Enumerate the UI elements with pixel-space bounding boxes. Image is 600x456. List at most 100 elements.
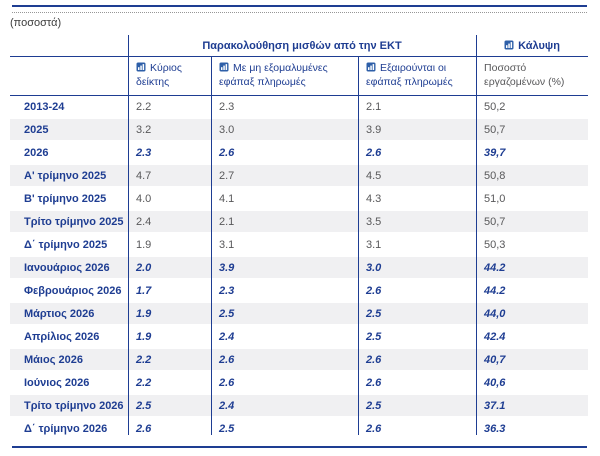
col-header-excluding-oneoff[interactable]: Εξαιρούνται οι εφάπαξ πληρωμές [358, 56, 477, 96]
bottom-rule [12, 446, 587, 448]
data-series-icon [219, 62, 233, 74]
table-row: Απρίλιος 2026 1.9 2.4 2.5 42.4 [10, 325, 589, 349]
row-label: Ιούνιος 2026 [10, 371, 128, 395]
value-cell: 2.6 [358, 371, 477, 395]
group-header-title: Παρακολούθηση μισθών από την ΕΚΤ [128, 35, 477, 57]
col-header-main-indicator[interactable]: Κύριος δείκτης [128, 56, 211, 96]
coverage-header-link[interactable]: Κάλυψη [476, 35, 589, 57]
value-cell: 3.1 [211, 233, 358, 257]
value-cell: 2.0 [128, 256, 211, 280]
col-header-label: Κύριος δείκτης [136, 62, 182, 88]
value-cell: 2.3 [128, 141, 211, 165]
table-row: Ιούνιος 2026 2.2 2.6 2.6 40,6 [10, 371, 589, 395]
value-cell: 2.6 [358, 279, 477, 303]
value-cell: 1.9 [128, 233, 211, 257]
row-label-header-spacer [10, 35, 128, 57]
table-row: Α' τρίμηνο 2025 4.7 2.7 4.5 50,8 [10, 164, 589, 188]
value-cell: 44.2 [476, 256, 589, 280]
col-header-label: Με μη εξομαλυμένες εφάπαξ πληρωμές [219, 62, 328, 88]
col-header-label: Εξαιρούνται οι εφάπαξ πληρωμές [366, 62, 453, 88]
value-cell: 4.5 [358, 164, 477, 188]
value-cell: 4.3 [358, 187, 477, 211]
table-row: 2025 3.2 3.0 3.9 50,7 [10, 118, 589, 142]
table-row: Τρίτο τρίμηνο 2026 2.5 2.4 2.5 37.1 [10, 394, 589, 418]
value-cell: 3.5 [358, 210, 477, 234]
value-cell: 3.0 [211, 118, 358, 142]
value-cell: 2.7 [211, 164, 358, 188]
value-cell: 3.9 [358, 118, 477, 142]
group-header-row: Παρακολούθηση μισθών από την ΕΚΤ Κάλυψη [10, 35, 589, 57]
value-cell: 2.6 [128, 417, 211, 441]
col-header-employee-share: Ποσοστό εργαζομένων (%) [476, 56, 589, 96]
column-separator [128, 35, 129, 435]
data-series-icon [366, 62, 380, 74]
table-row: 2013-24 2.2 2.3 2.1 50,2 [10, 95, 589, 119]
col-header-unsmoothed-oneoff[interactable]: Με μη εξομαλυμένες εφάπαξ πληρωμές [211, 56, 358, 96]
value-cell: 50,8 [476, 164, 589, 188]
row-label: Β' τρίμηνο 2025 [10, 187, 128, 211]
value-cell: 37.1 [476, 394, 589, 418]
value-cell: 2.4 [211, 394, 358, 418]
wage-tracker-table: Παρακολούθηση μισθών από την ΕΚΤ Κάλυψη … [10, 35, 589, 441]
table-row: Δ΄ τρίμηνο 2025 1.9 3.1 3.1 50,3 [10, 233, 589, 257]
value-cell: 3.0 [358, 256, 477, 280]
value-cell: 2.5 [211, 417, 358, 441]
value-cell: 44,0 [476, 302, 589, 326]
col-header-label: Ποσοστό εργαζομένων (%) [484, 62, 565, 88]
value-cell: 50,3 [476, 233, 589, 257]
value-cell: 3.9 [211, 256, 358, 280]
value-cell: 2.2 [128, 371, 211, 395]
value-cell: 3.1 [358, 233, 477, 257]
value-cell: 2.2 [128, 95, 211, 119]
value-cell: 40,7 [476, 348, 589, 372]
value-cell: 2.6 [211, 141, 358, 165]
value-cell: 2.1 [358, 95, 477, 119]
row-label: Ιανουάριος 2026 [10, 256, 128, 280]
row-label: Α' τρίμηνο 2025 [10, 164, 128, 188]
column-separator [211, 57, 212, 435]
row-label-column-header [10, 56, 128, 96]
value-cell: 2.5 [128, 394, 211, 418]
row-label: Τρίτο τρίμηνο 2025 [10, 210, 128, 234]
row-label: Φεβρουάριος 2026 [10, 279, 128, 303]
value-cell: 51,0 [476, 187, 589, 211]
row-label: Δ΄ τρίμηνο 2025 [10, 233, 128, 257]
value-cell: 4.1 [211, 187, 358, 211]
row-label: 2013-24 [10, 95, 128, 119]
value-cell: 2.5 [358, 394, 477, 418]
value-cell: 50,2 [476, 95, 589, 119]
table-row: Τρίτο τρίμηνο 2025 2.4 2.1 3.5 50,7 [10, 210, 589, 234]
value-cell: 2.2 [128, 348, 211, 372]
value-cell: 3.2 [128, 118, 211, 142]
value-cell: 44.2 [476, 279, 589, 303]
table-row: Δ΄ τρίμηνο 2026 2.6 2.5 2.6 36.3 [10, 417, 589, 441]
value-cell: 1.7 [128, 279, 211, 303]
row-label: Τρίτο τρίμηνο 2026 [10, 394, 128, 418]
row-label: Μάιος 2026 [10, 348, 128, 372]
value-cell: 50,7 [476, 118, 589, 142]
row-label: Απρίλιος 2026 [10, 325, 128, 349]
row-label: Μάρτιος 2026 [10, 302, 128, 326]
table-body: 2013-24 2.2 2.3 2.1 50,2 2025 3.2 3.0 3.9 50,7 202… [10, 95, 589, 441]
value-cell: 2.5 [358, 302, 477, 326]
value-cell: 4.0 [128, 187, 211, 211]
table-row: Μάιος 2026 2.2 2.6 2.6 40,7 [10, 348, 589, 372]
column-separator [476, 35, 477, 435]
top-rule [12, 5, 587, 7]
column-separator [358, 57, 359, 435]
value-cell: 40,6 [476, 371, 589, 395]
value-cell: 2.6 [358, 348, 477, 372]
value-cell: 39,7 [476, 141, 589, 165]
row-label: 2025 [10, 118, 128, 142]
table-row: 2026 2.3 2.6 2.6 39,7 [10, 141, 589, 165]
value-cell: 2.4 [211, 325, 358, 349]
units-label: (ποσοστά) [10, 17, 62, 29]
data-series-icon [504, 40, 518, 52]
column-header-row: Κύριος δείκτης Με μη εξομαλυμένες εφάπαξ… [10, 56, 589, 96]
data-series-icon [136, 62, 150, 74]
row-label: 2026 [10, 141, 128, 165]
value-cell: 2.6 [358, 417, 477, 441]
value-cell: 2.4 [128, 210, 211, 234]
value-cell: 50,7 [476, 210, 589, 234]
